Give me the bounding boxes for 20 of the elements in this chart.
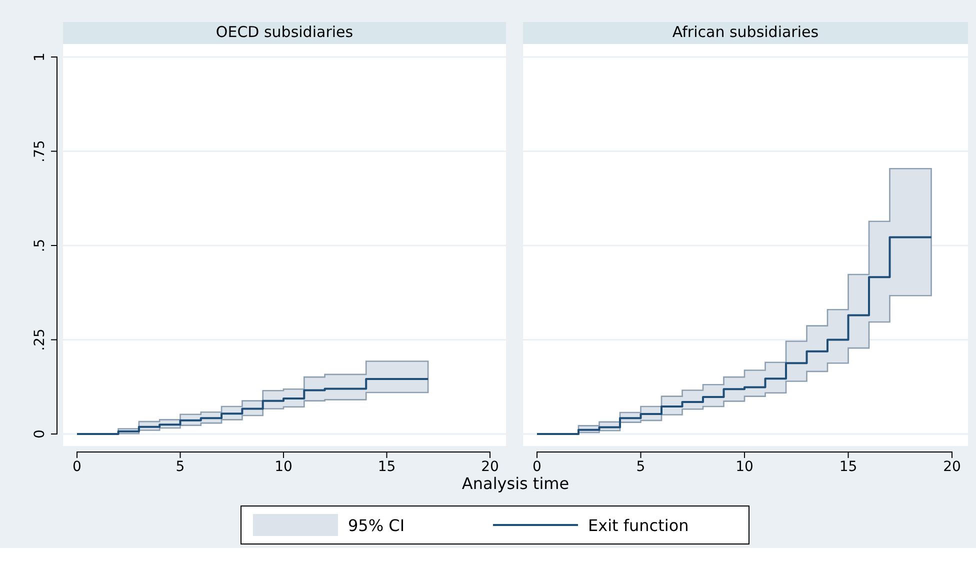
x-tick-label: 10 (736, 458, 754, 475)
x-tick-label: 20 (943, 458, 961, 475)
y-tick-label: .25 (32, 328, 48, 351)
text: 95% CI (348, 516, 405, 535)
x-tick-label: 5 (636, 458, 646, 475)
x-tick-label: 0 (532, 458, 542, 475)
text: Exit function (588, 516, 689, 535)
y-tick-label: .5 (32, 238, 48, 252)
x-axis-title: Analysis time (462, 474, 570, 493)
x-tick-label: 15 (839, 458, 858, 475)
x-tick-label: 20 (481, 458, 499, 475)
x-tick-label: 10 (274, 458, 292, 475)
y-tick-label: 1 (32, 52, 48, 62)
x-tick-label: 5 (176, 458, 185, 475)
chart-title: OECD subsidiaries (216, 23, 354, 41)
x-tick-label: 15 (378, 458, 396, 475)
chart-title: African subsidiaries (672, 23, 819, 41)
y-tick-label: .75 (32, 140, 48, 162)
y-tick-label: 0 (32, 430, 48, 438)
x-tick-label: 0 (72, 458, 82, 475)
